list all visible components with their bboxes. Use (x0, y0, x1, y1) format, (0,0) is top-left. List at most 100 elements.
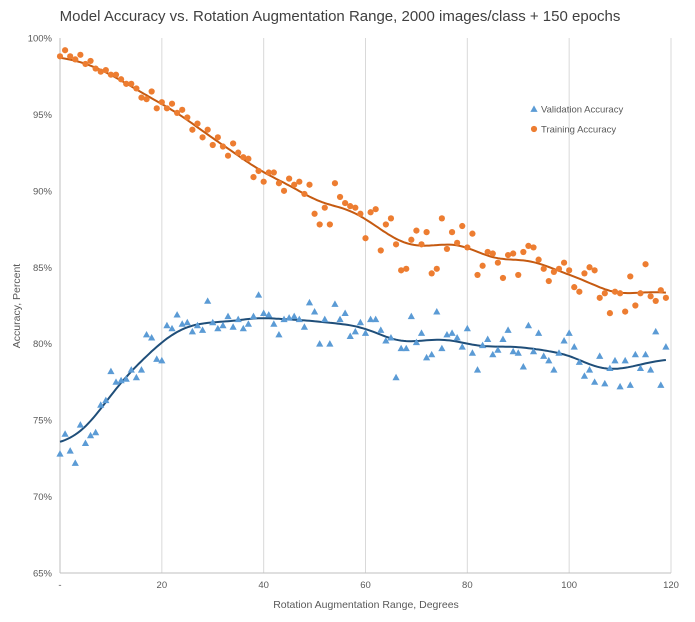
y-tick-label: 80% (33, 339, 53, 350)
validation-point (183, 318, 191, 326)
y-axis-title: Accuracy, Percent (11, 264, 23, 349)
training-point (387, 215, 395, 222)
training-point (662, 294, 670, 301)
training-point (494, 259, 501, 266)
training-point (392, 241, 400, 248)
training-point (403, 265, 410, 272)
validation-point (229, 323, 237, 330)
training-point (616, 290, 624, 297)
training-point (336, 193, 344, 201)
validation-point (484, 335, 492, 343)
training-point (596, 294, 603, 301)
validation-point (652, 327, 660, 335)
training-point (428, 270, 435, 277)
training-point (611, 288, 619, 295)
validation-trend-line (59, 317, 667, 443)
validation-point (428, 350, 436, 358)
training-point (510, 250, 517, 257)
validation-point (361, 329, 370, 336)
validation-point (585, 366, 594, 373)
validation-point (239, 324, 247, 332)
validation-point (611, 356, 619, 364)
training-point (153, 105, 160, 112)
y-tick-label: 65% (33, 569, 53, 580)
training-point (306, 181, 313, 188)
training-point (540, 265, 547, 272)
validation-point (92, 428, 100, 436)
validation-point (392, 373, 400, 381)
training-point (326, 221, 333, 228)
training-point (97, 68, 104, 75)
training-point (352, 204, 359, 211)
legend-validation-marker (530, 105, 538, 112)
training-point (301, 190, 308, 198)
validation-point (641, 350, 650, 358)
points-layer (56, 47, 670, 466)
training-point (133, 85, 140, 92)
training-point (367, 209, 374, 216)
validation-point (346, 332, 354, 339)
training-point (199, 134, 206, 141)
validation-point (127, 366, 135, 373)
training-point (138, 94, 145, 101)
validation-point (153, 355, 161, 362)
x-tick-label: - (58, 580, 61, 591)
grid-layer (161, 38, 672, 573)
validation-point (423, 353, 431, 361)
training-point (489, 250, 496, 257)
validation-point (606, 364, 614, 372)
y-tick-label: 70% (33, 492, 53, 503)
training-point (571, 284, 578, 291)
training-point (128, 80, 135, 87)
validation-point (275, 330, 283, 338)
validation-point (514, 349, 522, 356)
training-point (123, 80, 130, 87)
validation-point (524, 321, 533, 329)
training-point (296, 178, 303, 185)
validation-point (560, 337, 568, 344)
validation-point (657, 381, 665, 388)
training-point (377, 247, 384, 254)
training-point (454, 239, 461, 246)
validation-point (188, 327, 196, 335)
validation-point (316, 340, 324, 347)
training-point (591, 267, 598, 274)
training-point (168, 100, 176, 107)
training-point (637, 290, 644, 297)
training-point (311, 210, 318, 217)
training-point (219, 143, 227, 150)
training-point (240, 154, 247, 161)
training-point (606, 310, 614, 317)
x-tick-label: 80 (462, 580, 473, 591)
training-point (184, 114, 191, 121)
training-point (627, 273, 634, 280)
validation-point (107, 367, 115, 375)
validation-point (412, 338, 421, 346)
validation-point (61, 430, 69, 437)
training-point (72, 56, 79, 63)
training-point (61, 47, 69, 54)
training-point (331, 180, 339, 187)
training-point (484, 248, 491, 256)
validation-point (326, 340, 334, 347)
training-point (647, 293, 654, 300)
validation-point (372, 315, 380, 323)
training-point (535, 256, 542, 263)
validation-point (626, 381, 634, 388)
validation-point (234, 315, 242, 323)
validation-point (351, 327, 359, 335)
validation-point (214, 324, 222, 332)
validation-point (310, 308, 319, 315)
training-point (316, 221, 323, 228)
training-point (423, 229, 430, 236)
training-point (92, 65, 99, 72)
validation-point (204, 297, 212, 304)
training-point (245, 155, 252, 162)
validation-point (341, 309, 349, 317)
training-point (235, 149, 242, 156)
validation-point (219, 321, 227, 329)
validation-point (377, 326, 385, 333)
validation-point (529, 347, 538, 355)
